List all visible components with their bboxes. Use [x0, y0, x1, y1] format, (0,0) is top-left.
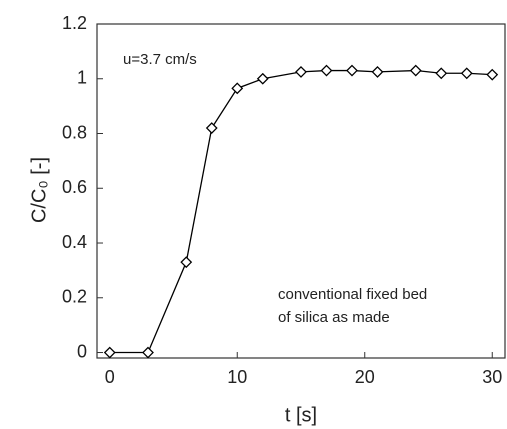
plot-frame	[96, 23, 506, 359]
y-tick-label: 0	[77, 341, 87, 361]
annotation: u=3.7 cm/s	[123, 51, 197, 68]
x-tick-label: 30	[482, 367, 502, 387]
data-point	[231, 82, 244, 95]
data-point	[142, 346, 154, 359]
annotation: of silica as made	[278, 309, 390, 326]
x-tick-label: 20	[355, 367, 375, 387]
y-tick-label: 1.2	[62, 13, 87, 33]
annotation: conventional fixed bed	[278, 286, 427, 303]
data-point	[460, 67, 473, 80]
data-point	[409, 64, 422, 77]
y-tick-label: 0.4	[62, 232, 87, 252]
data-point	[205, 122, 218, 134]
data-point	[346, 64, 358, 77]
data-point	[320, 64, 333, 77]
y-tick-label: 1	[77, 68, 87, 88]
x-tick-label: 0	[105, 367, 115, 387]
y-tick-label: 0.6	[62, 177, 87, 197]
data-point	[103, 346, 116, 359]
data-point	[371, 65, 384, 78]
data-point	[295, 65, 307, 78]
data-point	[486, 68, 499, 81]
data-point	[180, 256, 193, 269]
data-point	[256, 72, 269, 85]
y-tick-label: 0.8	[62, 122, 87, 142]
y-axis-label: C/C₀ [-]	[28, 157, 50, 223]
y-tick-label: 0.2	[62, 287, 87, 307]
x-tick-label: 10	[227, 367, 247, 387]
x-axis-label: t [s]	[285, 404, 317, 426]
data-point	[435, 67, 448, 80]
